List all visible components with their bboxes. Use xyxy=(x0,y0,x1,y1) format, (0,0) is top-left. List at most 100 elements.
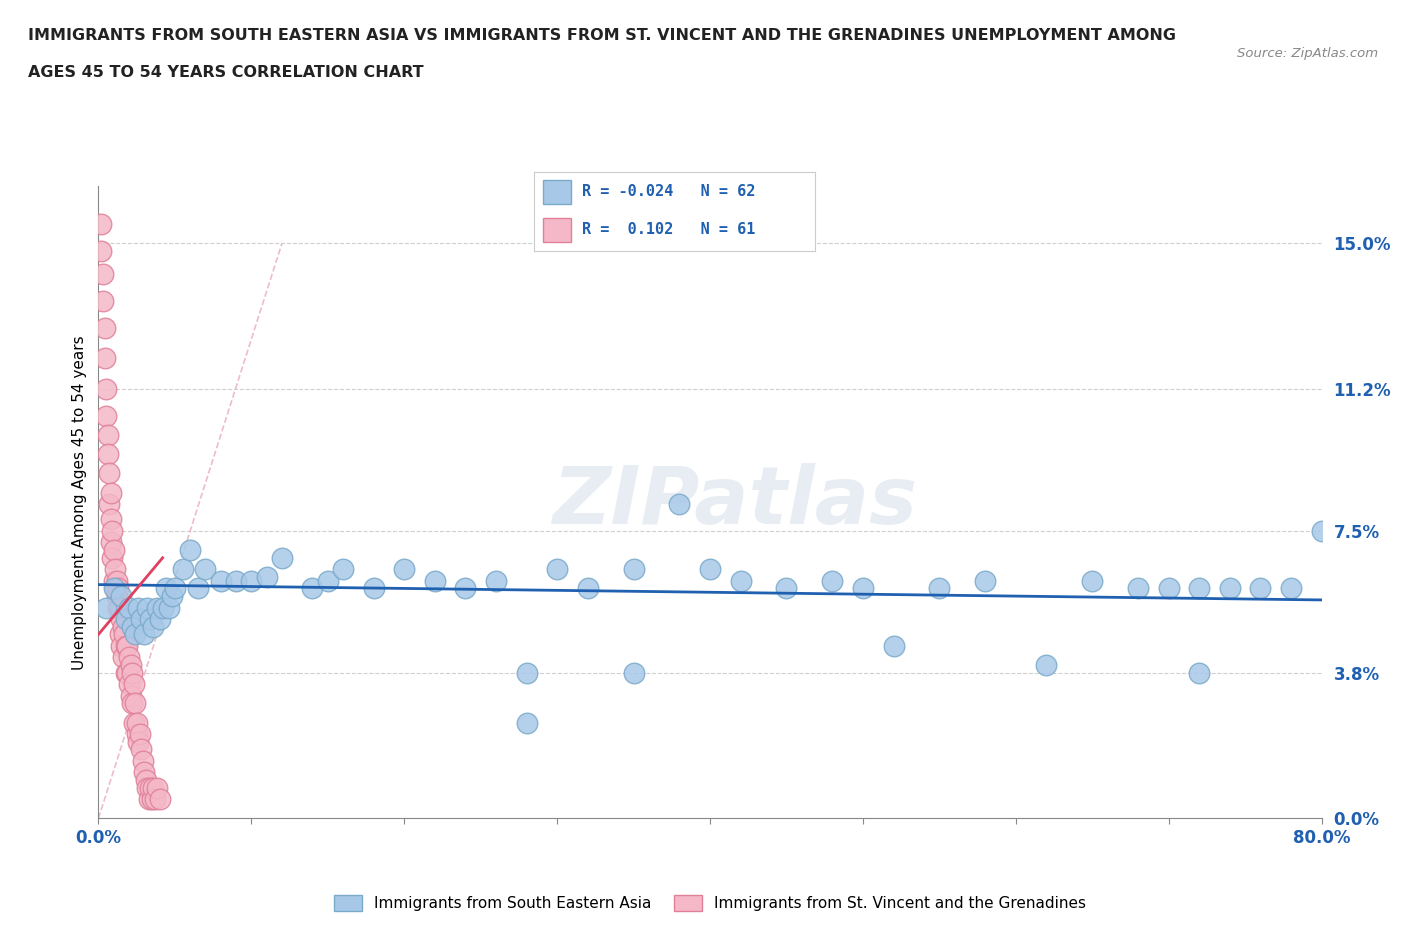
Point xyxy=(120,658,142,672)
Point xyxy=(516,665,538,680)
Point xyxy=(1081,573,1104,588)
Point xyxy=(103,581,125,596)
Point xyxy=(94,408,117,423)
Point xyxy=(699,562,721,577)
Point xyxy=(98,497,121,512)
Point xyxy=(112,627,135,642)
Point xyxy=(516,715,538,730)
Point xyxy=(101,524,124,538)
Point xyxy=(157,600,180,615)
Point xyxy=(125,715,148,730)
Text: AGES 45 TO 54 YEARS CORRELATION CHART: AGES 45 TO 54 YEARS CORRELATION CHART xyxy=(28,65,423,80)
Point xyxy=(576,581,599,596)
Point xyxy=(100,512,122,527)
Point xyxy=(1035,658,1057,672)
Point xyxy=(135,773,157,788)
Point xyxy=(546,562,568,577)
Point xyxy=(121,619,143,634)
Point xyxy=(97,428,120,443)
Point xyxy=(125,726,148,741)
Point xyxy=(111,650,134,665)
Point xyxy=(145,600,167,615)
Point xyxy=(256,569,278,584)
Point xyxy=(623,562,645,577)
Point xyxy=(118,650,141,665)
Point xyxy=(118,600,141,615)
Point xyxy=(454,581,477,596)
Point xyxy=(103,543,125,558)
Point xyxy=(209,573,232,588)
Point xyxy=(90,217,112,232)
Point xyxy=(179,543,201,558)
Point xyxy=(142,619,165,634)
Point xyxy=(730,573,752,588)
Point xyxy=(105,573,128,588)
Point xyxy=(129,612,152,627)
Point xyxy=(122,677,145,692)
Point xyxy=(134,765,156,780)
Text: ZIPatlas: ZIPatlas xyxy=(553,463,917,541)
Point xyxy=(121,665,143,680)
Point xyxy=(160,589,183,604)
Point xyxy=(225,573,247,588)
Point xyxy=(928,581,950,596)
Point xyxy=(138,791,160,806)
Point xyxy=(127,735,149,750)
Point xyxy=(115,665,138,680)
Point xyxy=(974,573,997,588)
Point xyxy=(110,589,132,604)
Bar xyxy=(543,180,571,204)
Point xyxy=(90,244,112,259)
Point xyxy=(194,562,217,577)
Point xyxy=(108,627,131,642)
Point xyxy=(91,294,114,309)
Point xyxy=(117,639,139,654)
Text: R = -0.024   N = 62: R = -0.024 N = 62 xyxy=(582,183,755,198)
Point xyxy=(270,551,292,565)
Point xyxy=(108,600,131,615)
Point xyxy=(115,612,138,627)
Point xyxy=(852,581,875,596)
Point xyxy=(775,581,797,596)
Point xyxy=(187,581,209,596)
Point xyxy=(1128,581,1150,596)
Point xyxy=(105,589,128,604)
Point xyxy=(363,581,385,596)
Point xyxy=(91,267,114,282)
Point xyxy=(132,753,155,768)
Text: IMMIGRANTS FROM SOUTH EASTERN ASIA VS IMMIGRANTS FROM ST. VINCENT AND THE GRENAD: IMMIGRANTS FROM SOUTH EASTERN ASIA VS IM… xyxy=(28,28,1177,43)
Point xyxy=(100,485,122,500)
Point xyxy=(94,381,117,396)
Point xyxy=(163,581,186,596)
Point xyxy=(139,780,162,795)
Point xyxy=(301,581,323,596)
Point xyxy=(120,688,142,703)
Point xyxy=(122,715,145,730)
Point xyxy=(1249,581,1271,596)
Point xyxy=(149,791,172,806)
Point xyxy=(93,320,115,335)
Point xyxy=(98,466,121,481)
Point xyxy=(124,627,146,642)
Point xyxy=(94,600,117,615)
Point xyxy=(332,562,354,577)
Point xyxy=(668,497,690,512)
Point xyxy=(423,573,446,588)
Point xyxy=(155,581,177,596)
Point xyxy=(103,573,125,588)
Point xyxy=(143,791,166,806)
Text: R =  0.102   N = 61: R = 0.102 N = 61 xyxy=(582,222,755,237)
Point xyxy=(1188,581,1211,596)
Point xyxy=(107,600,129,615)
Point xyxy=(124,696,146,711)
Point xyxy=(883,639,905,654)
Point xyxy=(392,562,416,577)
Point xyxy=(141,791,163,806)
Point xyxy=(1188,665,1211,680)
Point xyxy=(111,619,134,634)
Point xyxy=(145,780,167,795)
Point xyxy=(172,562,194,577)
Point xyxy=(142,780,165,795)
Point xyxy=(136,780,159,795)
Point xyxy=(104,581,127,596)
